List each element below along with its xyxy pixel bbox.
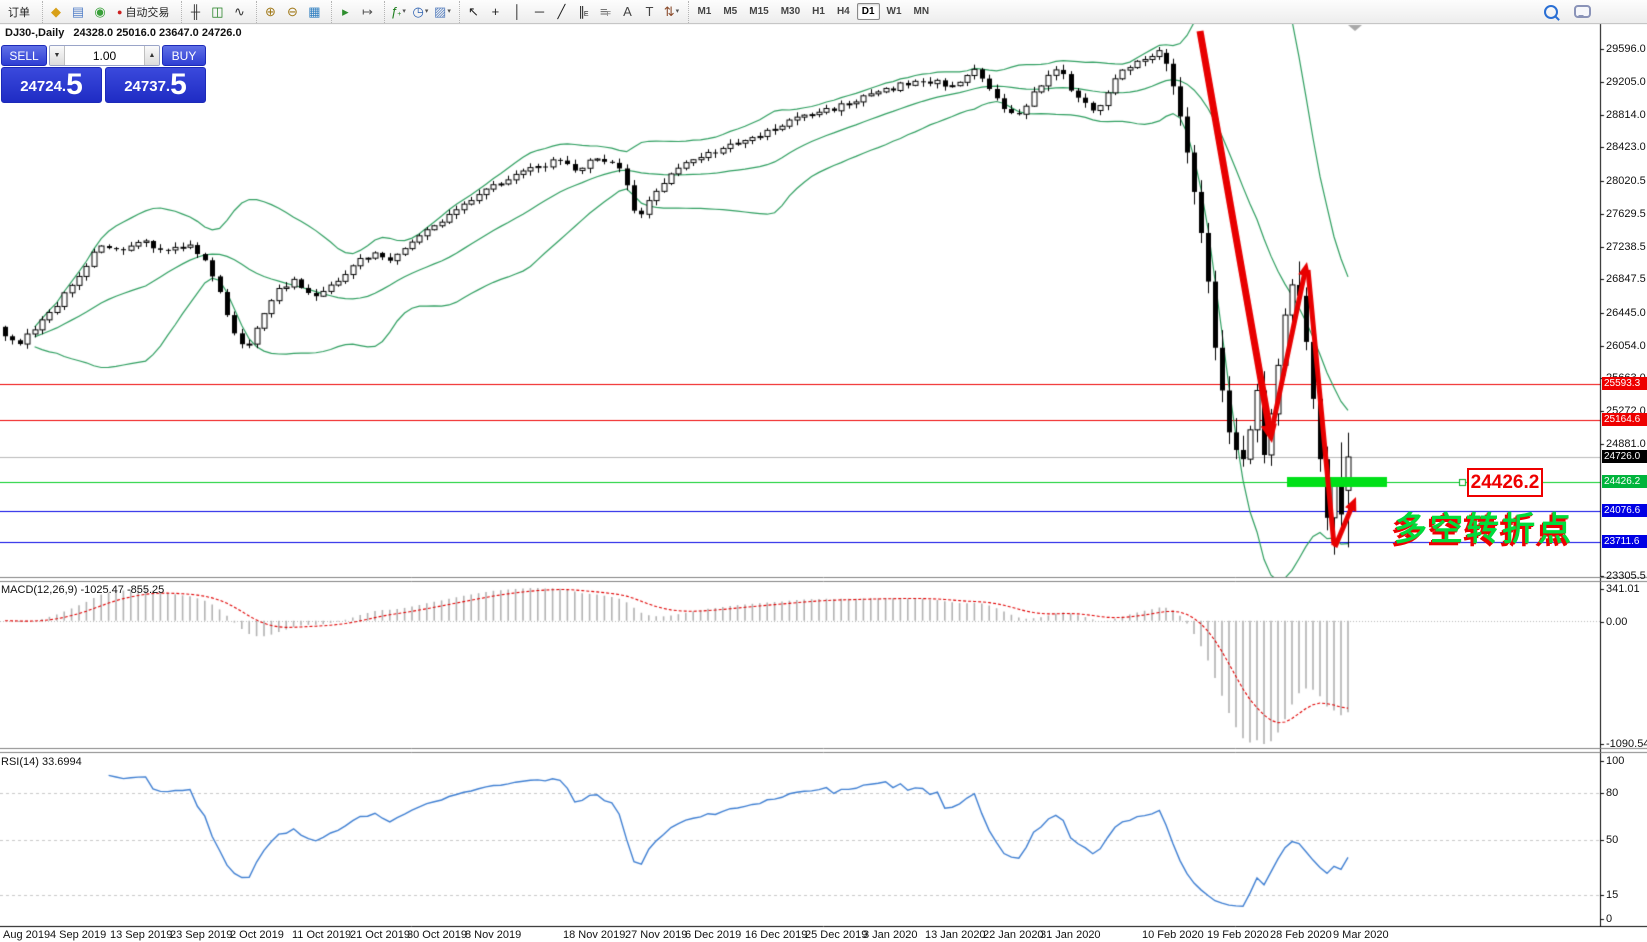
sell-price[interactable]: 24724. 5 (1, 67, 102, 103)
fibonacci-icon[interactable]: ≡ F (594, 2, 616, 22)
channel-icon[interactable]: ∥ E (572, 2, 594, 22)
horizontal-line-icon[interactable]: ─ (534, 3, 545, 19)
chart-ohlc-values: 24328.0 25016.0 23647.0 24726.0 (73, 27, 242, 39)
timeframe-h4[interactable]: H4 (832, 3, 855, 20)
annotation-note-text[interactable]: 多空转折点 (1394, 510, 1574, 547)
channel-icon-sub: E (583, 10, 589, 18)
sell-price-int: 24724. (20, 78, 67, 95)
line-chart-icon[interactable]: ∿ (233, 3, 245, 19)
autotrade-button-icon: ● (117, 6, 123, 17)
templates-icon[interactable]: ▨ ▾ (434, 3, 451, 19)
indicators-icon-sub: + (397, 10, 402, 18)
autotrade-button[interactable]: ● 自动交易 (111, 3, 175, 21)
search-icon (1544, 4, 1558, 19)
signal-icon[interactable]: ◉ (94, 3, 106, 19)
trend-line-icon[interactable]: ╱ (557, 3, 566, 19)
buy-price[interactable]: 24737. 5 (105, 67, 206, 103)
buy-button[interactable]: BUY (162, 45, 206, 66)
market-watch-icon[interactable]: ◆ (51, 3, 61, 19)
arrows-icon[interactable]: ⇅ ▾ (663, 3, 680, 19)
timeframe-m5[interactable]: M5 (718, 3, 742, 20)
fibonacci-icon-sub: F (606, 10, 611, 18)
timeframe-m1[interactable]: M1 (692, 3, 716, 20)
indicators-icon[interactable]: ƒ + ▾ (387, 2, 409, 22)
volume-decrease-button[interactable]: ▼ (50, 46, 65, 65)
crosshair-icon[interactable]: + (491, 3, 500, 19)
toolbar-group: 订单 (0, 1, 40, 23)
one-click-trading-panel: SELL ▼ 1.00 ▲ BUY 24724. 5 24737. 5 (1, 45, 206, 104)
bar-chart-icon[interactable]: ╫ (190, 3, 201, 19)
periods-icon[interactable]: ◷ ▾ (412, 3, 429, 19)
toolbar-group: ╫ ◫ ∿ (181, 0, 254, 23)
text-label-icon[interactable]: T (645, 3, 654, 19)
sell-button[interactable]: SELL (1, 45, 47, 66)
sell-price-frac: 5 (66, 68, 83, 101)
timeframe-m30[interactable]: M30 (776, 3, 805, 20)
timeframe-m15[interactable]: M15 (744, 3, 773, 20)
volume-stepper: ▼ 1.00 ▲ (49, 45, 160, 66)
cursor-icon[interactable]: ↖ (467, 3, 479, 19)
timeframe-w1[interactable]: W1 (882, 3, 907, 20)
dropdown-caret-icon[interactable]: ▾ (402, 7, 406, 15)
volume-increase-button[interactable]: ▲ (144, 46, 159, 65)
new-order-button-label: 订单 (8, 6, 30, 19)
dropdown-caret-icon[interactable]: ▾ (675, 7, 680, 15)
autotrade-button-label: 自动交易 (125, 6, 170, 19)
dropdown-caret-icon[interactable]: ▾ (447, 7, 451, 15)
toolbar-group: ▸ ↦ (331, 0, 382, 23)
annotation-price-box[interactable]: 24426.2 (1467, 468, 1543, 497)
auto-scroll-icon[interactable]: ▸ (342, 3, 349, 19)
chart-shift-icon[interactable]: ↦ (361, 3, 373, 19)
dropdown-caret-icon[interactable]: ▾ (424, 7, 429, 15)
search-icon[interactable] (1540, 2, 1562, 21)
zoom-out-icon[interactable]: ⊖ (286, 3, 298, 19)
new-order-button[interactable]: 订单 (2, 3, 36, 21)
zoom-in-icon[interactable]: ⊕ (264, 3, 276, 19)
toolbar-group: ƒ + ▾ ◷ ▾ ▨ ▾ (384, 0, 457, 23)
tile-windows-icon[interactable]: ▦ (308, 3, 321, 19)
toolbar-group: ↖ + │ ─ ╱ ∥ E ≡ F A T ⇅ ▾ (459, 0, 686, 23)
data-window-icon[interactable]: ▤ (71, 3, 85, 19)
chart-title: DJ30-,Daily 24328.0 25016.0 23647.0 2472… (5, 27, 242, 39)
macd-indicator-title: MACD(12,26,9) -1025.47 -855.25 (1, 584, 165, 596)
candlestick-chart-icon[interactable]: ◫ (211, 3, 224, 19)
toolbar-group: ◆ ▤ ◉ ● 自动交易 (42, 0, 179, 23)
toolbar-group: ⊕ ⊖ ▦ (256, 0, 329, 23)
chat-icon (1573, 5, 1591, 18)
volume-value[interactable]: 1.00 (92, 48, 117, 63)
chart-symbol-period: DJ30-,Daily (5, 27, 65, 39)
buy-price-int: 24737. (124, 78, 171, 95)
rsi-indicator-title: RSI(14) 33.6994 (1, 756, 82, 768)
chat-icon[interactable] (1571, 2, 1593, 21)
text-icon[interactable]: A (623, 3, 632, 19)
vertical-line-icon[interactable]: │ (513, 3, 522, 19)
buy-price-frac: 5 (170, 68, 187, 101)
main-toolbar: 订单 ◆ ▤ ◉ ● 自动交易 ╫ ◫ ∿ ⊕ ⊖ ▦ ▸ ↦ ƒ + ▾ ◷ ▾ ▨ ▾ ↖ + │ ─ ╱ ∥ E ≡ F A T ⇅ ▾ M1… (0, 0, 1647, 24)
timeframe-h1[interactable]: H1 (807, 3, 830, 20)
timeframe-d1[interactable]: D1 (856, 3, 880, 20)
timeframe-group: M1 M5 M15 M30 H1 H4 D1 W1 MN (688, 0, 939, 23)
timeframe-mn[interactable]: MN (909, 3, 935, 20)
